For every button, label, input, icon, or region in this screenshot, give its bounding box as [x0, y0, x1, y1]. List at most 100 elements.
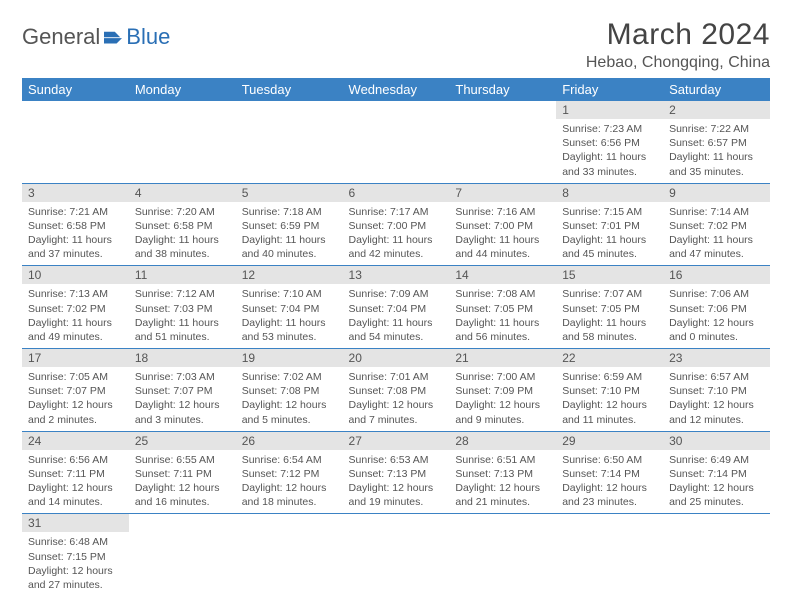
day-number: 13 [343, 266, 450, 284]
calendar-cell: 2Sunrise: 7:22 AMSunset: 6:57 PMDaylight… [663, 101, 770, 183]
location: Hebao, Chongqing, China [586, 54, 770, 72]
calendar-cell: 15Sunrise: 7:07 AMSunset: 7:05 PMDayligh… [556, 266, 663, 349]
weekday-header: Friday [556, 78, 663, 101]
day-number: 24 [22, 432, 129, 450]
calendar-row: 3Sunrise: 7:21 AMSunset: 6:58 PMDaylight… [22, 183, 770, 266]
day-info: Sunrise: 7:08 AMSunset: 7:05 PMDaylight:… [449, 284, 556, 348]
page-title: March 2024 [586, 18, 770, 52]
calendar-cell: 14Sunrise: 7:08 AMSunset: 7:05 PMDayligh… [449, 266, 556, 349]
calendar-cell: 27Sunrise: 6:53 AMSunset: 7:13 PMDayligh… [343, 431, 450, 514]
weekday-header: Monday [129, 78, 236, 101]
day-number: 28 [449, 432, 556, 450]
day-info: Sunrise: 6:57 AMSunset: 7:10 PMDaylight:… [663, 367, 770, 431]
calendar-cell-empty [236, 101, 343, 183]
day-info: Sunrise: 6:51 AMSunset: 7:13 PMDaylight:… [449, 450, 556, 514]
day-info: Sunrise: 7:02 AMSunset: 7:08 PMDaylight:… [236, 367, 343, 431]
day-info: Sunrise: 7:07 AMSunset: 7:05 PMDaylight:… [556, 284, 663, 348]
day-number: 29 [556, 432, 663, 450]
calendar-row: 31Sunrise: 6:48 AMSunset: 7:15 PMDayligh… [22, 514, 770, 596]
calendar-cell-empty [236, 514, 343, 596]
calendar-row: 10Sunrise: 7:13 AMSunset: 7:02 PMDayligh… [22, 266, 770, 349]
day-info: Sunrise: 6:54 AMSunset: 7:12 PMDaylight:… [236, 450, 343, 514]
day-info: Sunrise: 6:56 AMSunset: 7:11 PMDaylight:… [22, 450, 129, 514]
day-info: Sunrise: 6:53 AMSunset: 7:13 PMDaylight:… [343, 450, 450, 514]
day-info: Sunrise: 7:05 AMSunset: 7:07 PMDaylight:… [22, 367, 129, 431]
day-info: Sunrise: 6:48 AMSunset: 7:15 PMDaylight:… [22, 532, 129, 596]
day-info: Sunrise: 6:59 AMSunset: 7:10 PMDaylight:… [556, 367, 663, 431]
calendar-cell: 7Sunrise: 7:16 AMSunset: 7:00 PMDaylight… [449, 183, 556, 266]
calendar-cell-empty [663, 514, 770, 596]
calendar-cell-empty [343, 101, 450, 183]
calendar-cell-empty [129, 514, 236, 596]
calendar-cell-empty [449, 101, 556, 183]
day-info: Sunrise: 7:13 AMSunset: 7:02 PMDaylight:… [22, 284, 129, 348]
day-info: Sunrise: 7:20 AMSunset: 6:58 PMDaylight:… [129, 202, 236, 266]
weekday-header: Saturday [663, 78, 770, 101]
day-number: 16 [663, 266, 770, 284]
day-number: 18 [129, 349, 236, 367]
day-info: Sunrise: 7:09 AMSunset: 7:04 PMDaylight:… [343, 284, 450, 348]
day-info: Sunrise: 6:50 AMSunset: 7:14 PMDaylight:… [556, 450, 663, 514]
logo-text-1: General [22, 24, 100, 50]
calendar-cell: 10Sunrise: 7:13 AMSunset: 7:02 PMDayligh… [22, 266, 129, 349]
calendar-cell: 11Sunrise: 7:12 AMSunset: 7:03 PMDayligh… [129, 266, 236, 349]
logo: General Blue [22, 18, 170, 50]
day-info: Sunrise: 7:23 AMSunset: 6:56 PMDaylight:… [556, 119, 663, 183]
day-number: 22 [556, 349, 663, 367]
calendar-cell: 12Sunrise: 7:10 AMSunset: 7:04 PMDayligh… [236, 266, 343, 349]
calendar-cell-empty [556, 514, 663, 596]
day-number: 8 [556, 184, 663, 202]
day-number: 30 [663, 432, 770, 450]
flag-icon [102, 28, 124, 46]
day-info: Sunrise: 7:22 AMSunset: 6:57 PMDaylight:… [663, 119, 770, 183]
day-number: 7 [449, 184, 556, 202]
calendar-cell: 1Sunrise: 7:23 AMSunset: 6:56 PMDaylight… [556, 101, 663, 183]
calendar-cell: 20Sunrise: 7:01 AMSunset: 7:08 PMDayligh… [343, 349, 450, 432]
calendar-cell: 28Sunrise: 6:51 AMSunset: 7:13 PMDayligh… [449, 431, 556, 514]
day-number: 23 [663, 349, 770, 367]
day-number: 4 [129, 184, 236, 202]
day-number: 17 [22, 349, 129, 367]
day-number: 27 [343, 432, 450, 450]
day-number: 21 [449, 349, 556, 367]
calendar-cell: 30Sunrise: 6:49 AMSunset: 7:14 PMDayligh… [663, 431, 770, 514]
day-number: 15 [556, 266, 663, 284]
calendar-cell: 24Sunrise: 6:56 AMSunset: 7:11 PMDayligh… [22, 431, 129, 514]
calendar-cell: 8Sunrise: 7:15 AMSunset: 7:01 PMDaylight… [556, 183, 663, 266]
calendar-cell: 3Sunrise: 7:21 AMSunset: 6:58 PMDaylight… [22, 183, 129, 266]
day-info: Sunrise: 7:01 AMSunset: 7:08 PMDaylight:… [343, 367, 450, 431]
day-info: Sunrise: 7:06 AMSunset: 7:06 PMDaylight:… [663, 284, 770, 348]
day-number: 5 [236, 184, 343, 202]
calendar-cell-empty [449, 514, 556, 596]
day-info: Sunrise: 6:55 AMSunset: 7:11 PMDaylight:… [129, 450, 236, 514]
calendar-cell: 9Sunrise: 7:14 AMSunset: 7:02 PMDaylight… [663, 183, 770, 266]
weekday-header-row: SundayMondayTuesdayWednesdayThursdayFrid… [22, 78, 770, 101]
weekday-header: Tuesday [236, 78, 343, 101]
calendar-cell: 31Sunrise: 6:48 AMSunset: 7:15 PMDayligh… [22, 514, 129, 596]
day-number: 2 [663, 101, 770, 119]
day-info: Sunrise: 7:15 AMSunset: 7:01 PMDaylight:… [556, 202, 663, 266]
day-number: 19 [236, 349, 343, 367]
day-number: 6 [343, 184, 450, 202]
day-info: Sunrise: 7:16 AMSunset: 7:00 PMDaylight:… [449, 202, 556, 266]
calendar-cell: 6Sunrise: 7:17 AMSunset: 7:00 PMDaylight… [343, 183, 450, 266]
calendar-cell: 13Sunrise: 7:09 AMSunset: 7:04 PMDayligh… [343, 266, 450, 349]
day-number: 31 [22, 514, 129, 532]
calendar-cell: 21Sunrise: 7:00 AMSunset: 7:09 PMDayligh… [449, 349, 556, 432]
calendar-cell: 26Sunrise: 6:54 AMSunset: 7:12 PMDayligh… [236, 431, 343, 514]
day-number: 25 [129, 432, 236, 450]
header: General Blue March 2024 Hebao, Chongqing… [22, 18, 770, 72]
day-number: 9 [663, 184, 770, 202]
calendar-row: 1Sunrise: 7:23 AMSunset: 6:56 PMDaylight… [22, 101, 770, 183]
day-number: 12 [236, 266, 343, 284]
day-number: 26 [236, 432, 343, 450]
title-block: March 2024 Hebao, Chongqing, China [586, 18, 770, 72]
day-number: 10 [22, 266, 129, 284]
day-info: Sunrise: 7:18 AMSunset: 6:59 PMDaylight:… [236, 202, 343, 266]
logo-text-2: Blue [126, 24, 170, 50]
day-number: 20 [343, 349, 450, 367]
day-info: Sunrise: 7:00 AMSunset: 7:09 PMDaylight:… [449, 367, 556, 431]
calendar-cell: 18Sunrise: 7:03 AMSunset: 7:07 PMDayligh… [129, 349, 236, 432]
day-info: Sunrise: 7:10 AMSunset: 7:04 PMDaylight:… [236, 284, 343, 348]
calendar-cell-empty [129, 101, 236, 183]
